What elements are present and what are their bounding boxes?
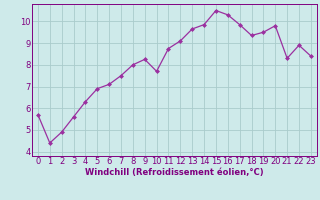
X-axis label: Windchill (Refroidissement éolien,°C): Windchill (Refroidissement éolien,°C)	[85, 168, 264, 177]
